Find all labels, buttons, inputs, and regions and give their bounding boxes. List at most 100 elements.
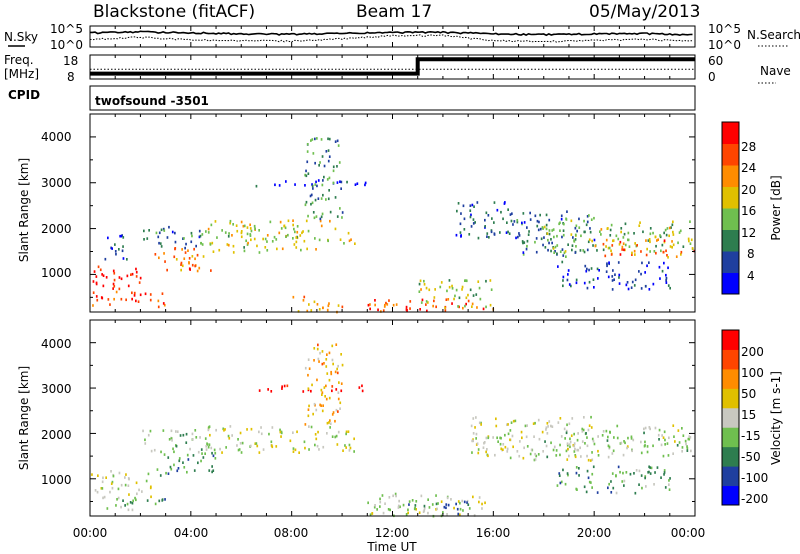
xtick-0800: 08:00 — [274, 526, 309, 540]
data-cell — [124, 476, 126, 479]
data-cell — [532, 422, 535, 425]
data-cell — [661, 434, 663, 437]
data-cell — [686, 445, 688, 448]
xtick-1200: 12:00 — [375, 526, 410, 540]
data-cell — [583, 485, 586, 489]
data-cell — [276, 247, 278, 251]
data-cell — [339, 401, 342, 405]
data-cell — [612, 486, 615, 490]
data-cell — [317, 357, 320, 361]
data-cell — [615, 474, 617, 477]
data-cell — [339, 207, 341, 210]
data-cell — [615, 491, 618, 495]
data-cell — [635, 469, 638, 472]
data-cell — [193, 247, 195, 251]
data-cell — [207, 428, 210, 432]
data-cell — [185, 242, 187, 246]
data-cell — [652, 231, 654, 235]
data-cell — [122, 257, 125, 260]
data-cell — [480, 423, 482, 426]
data-cell — [183, 257, 186, 260]
data-cell — [540, 237, 543, 241]
data-cell — [648, 238, 651, 241]
vel-cbar-tick-m15: -15 — [741, 429, 761, 443]
data-cell — [236, 229, 239, 233]
data-cell — [165, 471, 167, 475]
data-cell — [206, 442, 208, 445]
data-cell — [579, 446, 581, 450]
data-cell — [287, 233, 289, 237]
data-cell — [585, 490, 588, 494]
data-cell — [463, 228, 466, 231]
data-cell — [499, 436, 501, 440]
data-cell — [592, 439, 595, 443]
beam-label: Beam 17 — [356, 2, 432, 22]
data-cell — [315, 437, 318, 441]
data-cell — [471, 203, 474, 207]
data-cell — [493, 232, 496, 235]
data-cell — [565, 255, 567, 258]
data-cell — [427, 511, 429, 515]
data-cell — [340, 382, 343, 385]
data-cell — [518, 234, 521, 237]
data-cell — [482, 446, 485, 449]
data-cell — [308, 404, 310, 408]
data-cell — [286, 384, 289, 388]
data-cell — [586, 215, 589, 218]
freq-tick-left-top: 18 — [63, 54, 78, 68]
data-cell — [388, 299, 390, 302]
vel-cbar-tick-m100: -100 — [741, 471, 768, 485]
data-cell — [149, 293, 152, 296]
data-cell — [229, 221, 231, 225]
data-cell — [478, 286, 481, 290]
data-cell — [394, 492, 397, 496]
data-cell — [471, 305, 473, 308]
data-cell — [318, 448, 320, 451]
data-cell — [237, 448, 240, 452]
data-cell — [183, 237, 185, 240]
data-cell — [304, 173, 306, 177]
data-cell — [658, 438, 660, 441]
data-cell — [604, 254, 607, 258]
data-cell — [278, 231, 281, 235]
data-cell — [229, 219, 232, 223]
data-cell — [625, 283, 628, 287]
data-cell — [462, 306, 464, 310]
vel-cbar-tick-15: 15 — [741, 408, 756, 422]
data-cell — [474, 221, 476, 224]
data-cell — [641, 486, 643, 490]
data-cell — [334, 196, 337, 199]
data-cell — [509, 438, 511, 442]
data-cell — [478, 421, 481, 425]
data-cell — [364, 181, 367, 185]
data-cell — [172, 447, 174, 451]
data-cell — [204, 452, 206, 455]
data-cell — [619, 442, 622, 445]
power-panel-frame — [89, 113, 696, 313]
data-cell — [440, 500, 443, 503]
data-cell — [678, 231, 681, 234]
data-cell — [616, 436, 619, 440]
data-cell — [177, 467, 180, 470]
data-cell — [568, 422, 571, 426]
data-cell — [243, 246, 245, 249]
data-cell — [530, 448, 533, 452]
data-cell — [192, 454, 195, 457]
data-cell — [194, 429, 197, 432]
data-cell — [266, 249, 269, 252]
nsearch-label: N.Search — [747, 28, 800, 42]
data-cell — [319, 351, 321, 355]
data-cell — [537, 418, 540, 422]
data-cell — [664, 486, 667, 489]
power-cbar-tick-8: 8 — [747, 247, 755, 261]
data-cell — [591, 451, 593, 454]
data-cell — [612, 449, 615, 453]
data-cell — [611, 472, 614, 475]
data-cell — [92, 280, 95, 283]
data-cell — [318, 164, 320, 167]
data-cell — [588, 424, 591, 427]
data-cell — [475, 432, 478, 436]
data-cell — [356, 182, 359, 185]
data-cell — [599, 230, 601, 233]
data-cell — [262, 448, 265, 451]
